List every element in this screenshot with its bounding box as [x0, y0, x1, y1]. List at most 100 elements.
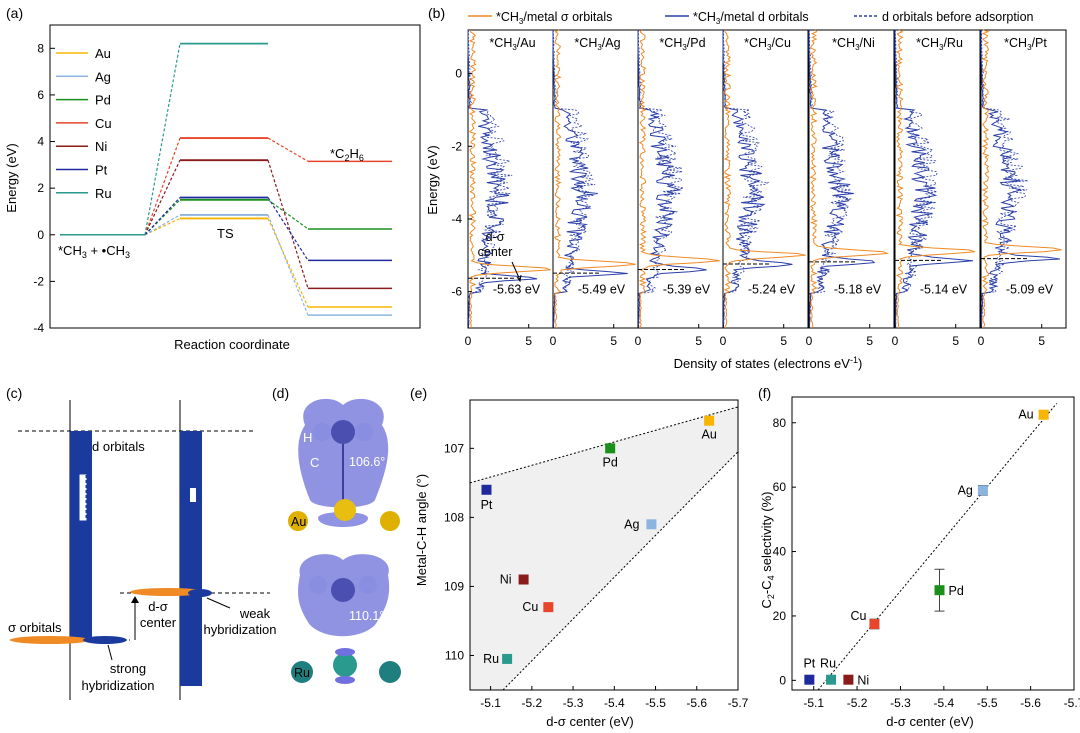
- dsigma-center-value: -5.09 eV: [1006, 282, 1054, 296]
- dos-panel-frame: [808, 29, 895, 329]
- dos-d-orbitals: [637, 30, 707, 329]
- ru-h-atom-2: [359, 576, 377, 594]
- dos-panel-pd: *CH3/Pd -5.39 eV 0 5: [635, 29, 724, 348]
- dsigma-annotation-arrowhead: [516, 274, 522, 283]
- xtick-label: 0: [550, 334, 557, 348]
- dos-sigma-orbitals: [723, 29, 806, 329]
- point-label-au: Au: [701, 428, 716, 442]
- ytick-label: -2: [33, 274, 44, 288]
- title-metal: /Pd: [687, 36, 706, 50]
- point-label-ru: Ru: [483, 652, 499, 666]
- dos-panel-frame: [722, 29, 809, 329]
- ytick-label: 20: [773, 609, 787, 623]
- ytick-label: 60: [773, 480, 787, 494]
- d-band-strong: [70, 431, 92, 640]
- point-pt: [481, 484, 492, 495]
- dos-panel-title: *CH3/Pd: [659, 36, 705, 52]
- legend-label-ni: Ni: [95, 139, 107, 154]
- title-metal: /Pt: [1032, 36, 1048, 50]
- ytick-label: -2: [451, 139, 462, 153]
- title-prefix: *CH: [489, 36, 512, 50]
- title-prefix: *CH: [1004, 36, 1027, 50]
- dos-sigma-orbitals: [554, 29, 636, 329]
- title-prefix: *CH: [832, 36, 855, 50]
- xtick-label: -5.6: [686, 696, 707, 710]
- hybrid-strong: [83, 636, 127, 644]
- ytick-label: 4: [37, 135, 44, 149]
- atom-label-c: C: [310, 455, 319, 470]
- point-label-ru: Ru: [820, 657, 836, 671]
- panel-e: (e) -5.1 -5.2 -5.3 -5.4 -5.5 -5.6 -5.7 107 108 10…: [410, 385, 749, 729]
- xtick-label: 5: [1038, 334, 1045, 348]
- connector-ag: [144, 214, 181, 236]
- xtick-label: -5.3: [890, 696, 911, 710]
- ytick-label: -4: [33, 321, 44, 335]
- title-sub: 3: [767, 43, 772, 52]
- au-atom-2: [334, 499, 356, 521]
- stage-label-final: *C2H6: [330, 146, 364, 163]
- xtick-label: 5: [952, 334, 959, 348]
- dos-before-adsorption: [980, 29, 1029, 329]
- dsigma-center-value: -5.18 eV: [834, 282, 882, 296]
- shaded-region-fill: [470, 406, 738, 690]
- ytick-label: 0: [37, 228, 44, 242]
- point-label-pd: Pd: [949, 584, 964, 598]
- ytick-label: 107: [444, 441, 464, 455]
- legend-label-pd: Pd: [95, 93, 111, 108]
- title-metal: /Ag: [602, 36, 621, 50]
- xtick-label: -5.6: [1020, 696, 1041, 710]
- panel-b: (b) *CH3/metal σ orbitals *CH3/metal d o…: [425, 5, 1067, 371]
- ru-atom-3: [379, 661, 401, 683]
- sigma-orbital-left: [10, 636, 90, 644]
- point-ru: [826, 674, 837, 685]
- panel-a-lines: [60, 42, 392, 316]
- legend-label-cu: Cu: [95, 116, 112, 131]
- strong-hybrid-l1: strong: [110, 661, 146, 676]
- dos-panel-frame: [894, 29, 981, 329]
- xtick-label: -5.1: [480, 696, 501, 710]
- title-metal: /Ni: [860, 36, 875, 50]
- point-label-cu: Cu: [522, 600, 538, 614]
- dos-d-orbitals: [722, 30, 793, 328]
- dsigma-center-value: -5.39 eV: [663, 282, 711, 296]
- panel-a-yticks: -4 -2 0 2 4 6 8: [33, 41, 55, 335]
- panel-f-xlabel: d-σ center (eV): [886, 714, 974, 729]
- trend-line: [817, 403, 1058, 691]
- title-sub: 3: [855, 43, 860, 52]
- dos-panel-au: *CH3/Au -5.63 eV 0 5: [465, 29, 554, 348]
- connector-cu: [144, 137, 181, 235]
- connector-ru: [144, 43, 181, 235]
- connector-final-ni: [267, 160, 309, 289]
- ytick-label: 6: [37, 88, 44, 102]
- title-sub: 3: [597, 43, 602, 52]
- xtick-label: 5: [866, 334, 873, 348]
- title-metal: /Ru: [943, 36, 963, 50]
- panel-label-c: (c): [6, 385, 22, 401]
- structure-au: H C 106.6° Au: [288, 398, 400, 531]
- title-prefix: *CH: [659, 36, 682, 50]
- metal-label-au: Au: [291, 515, 306, 529]
- d-band-gap-right: [190, 488, 196, 502]
- point-ru: [502, 653, 513, 664]
- title-prefix: *CH: [744, 36, 767, 50]
- legend-sigma-text: *CH3/metal σ orbitals: [496, 10, 612, 26]
- panel-a-ylabel: Energy (eV): [4, 143, 19, 212]
- dos-panel-frame: [980, 29, 1067, 329]
- panel-a-frame: [49, 24, 421, 329]
- connector-final-au: [267, 218, 309, 308]
- legend-before-text: d orbitals before adsorption: [882, 10, 1034, 24]
- legend-label-pt: Pt: [95, 163, 108, 178]
- xtick-label: 0: [892, 334, 899, 348]
- point-cu: [543, 602, 554, 613]
- panel-label-b: (b): [428, 5, 445, 21]
- point-au: [704, 415, 715, 426]
- strong-hybrid-arrow: [107, 644, 113, 661]
- point-label-ag: Ag: [624, 517, 639, 531]
- xtick-label: -5.4: [604, 696, 625, 710]
- panel-f-ylabel: C2-C4 selectivity (%): [759, 492, 776, 609]
- xtick-label: 0: [465, 334, 472, 348]
- xtick-label: 5: [525, 334, 532, 348]
- title-sub: 3: [1027, 43, 1032, 52]
- dos-sigma-orbitals: [981, 29, 1062, 329]
- dos-sigma-orbitals: [638, 29, 720, 329]
